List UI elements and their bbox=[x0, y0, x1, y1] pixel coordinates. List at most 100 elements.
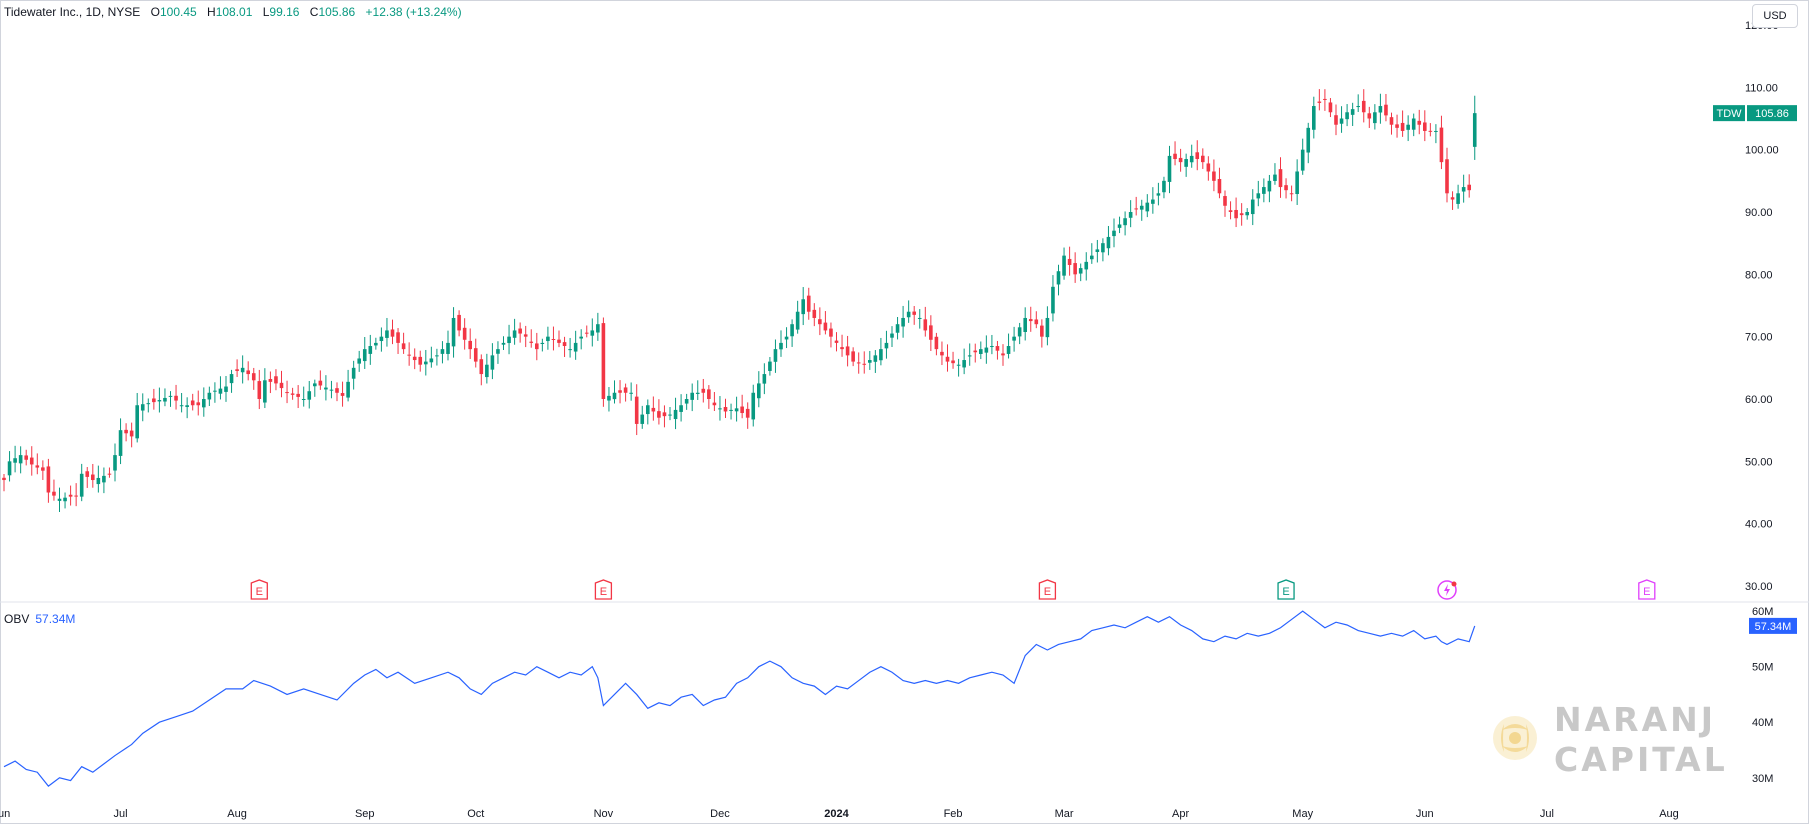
candle-body bbox=[557, 339, 561, 343]
candle bbox=[207, 386, 212, 407]
candle-body bbox=[1389, 117, 1394, 125]
candle bbox=[1472, 95, 1477, 160]
candle-body bbox=[1134, 208, 1138, 210]
dividend-icon-bolt bbox=[1444, 584, 1450, 596]
candle-body bbox=[546, 336, 550, 342]
candle-body bbox=[1445, 159, 1449, 194]
candle-body bbox=[912, 311, 916, 315]
candle-body bbox=[146, 403, 151, 405]
dividend-icon bbox=[1437, 580, 1457, 600]
candle-body bbox=[1278, 169, 1283, 188]
candle bbox=[1006, 333, 1011, 359]
candle-body bbox=[1101, 243, 1105, 253]
candle bbox=[634, 384, 639, 436]
candle-body bbox=[179, 405, 184, 407]
candle bbox=[1445, 147, 1449, 203]
watermark: NARANJ CAPITAL bbox=[1490, 700, 1730, 780]
candle bbox=[385, 317, 389, 347]
obv-axis-tick: 60M bbox=[1752, 606, 1773, 618]
candle-body bbox=[468, 340, 472, 350]
candle bbox=[279, 370, 284, 398]
currency-button[interactable]: USD bbox=[1752, 4, 1798, 28]
candle bbox=[995, 340, 1000, 360]
candle-body bbox=[1189, 155, 1194, 163]
candle bbox=[1162, 176, 1166, 199]
candle-body bbox=[129, 430, 134, 437]
candle bbox=[1406, 115, 1410, 142]
candle bbox=[934, 332, 939, 356]
candle-body bbox=[279, 382, 284, 389]
candle bbox=[401, 332, 406, 354]
candle bbox=[801, 287, 805, 326]
candle-body bbox=[535, 343, 539, 350]
candle bbox=[473, 338, 478, 368]
high-label: H bbox=[207, 5, 216, 19]
candle bbox=[24, 449, 28, 466]
candle-body bbox=[396, 332, 400, 343]
candle-body bbox=[584, 332, 589, 334]
candle-body bbox=[1217, 178, 1222, 194]
candle-body bbox=[379, 336, 384, 342]
earnings-icon-shape bbox=[1638, 579, 1656, 600]
candle-body bbox=[1173, 153, 1177, 160]
candle bbox=[424, 349, 428, 376]
candle bbox=[657, 399, 661, 425]
candle-body bbox=[662, 412, 667, 417]
watermark-line2: CAPITAL bbox=[1554, 740, 1728, 779]
symbol-name[interactable]: Tidewater Inc., 1D, NYSE bbox=[4, 5, 141, 19]
candle-body bbox=[834, 340, 839, 343]
candle bbox=[651, 396, 656, 421]
candle bbox=[701, 378, 706, 403]
candle-body bbox=[1295, 171, 1299, 195]
candle bbox=[174, 384, 178, 410]
candle-body bbox=[1228, 210, 1233, 212]
candle-body bbox=[1045, 317, 1050, 338]
candle bbox=[895, 316, 900, 340]
candle-body bbox=[862, 363, 867, 365]
candle bbox=[124, 423, 128, 442]
candle-body bbox=[856, 362, 861, 364]
candle bbox=[518, 322, 522, 343]
candle-body bbox=[46, 466, 51, 493]
candle bbox=[374, 337, 378, 350]
candle bbox=[1417, 109, 1422, 135]
candle bbox=[1073, 252, 1077, 283]
candle bbox=[707, 385, 711, 409]
obv-axis-tick: 30M bbox=[1752, 773, 1773, 785]
candle-body bbox=[229, 374, 234, 384]
earnings-icon: E bbox=[1277, 579, 1295, 600]
candle bbox=[923, 306, 928, 337]
candle-body bbox=[734, 408, 739, 412]
candle bbox=[318, 370, 323, 390]
candle bbox=[1201, 148, 1205, 169]
obv-label[interactable]: OBV bbox=[4, 612, 30, 626]
candle-body bbox=[1034, 319, 1039, 325]
candle bbox=[368, 334, 373, 365]
candle bbox=[102, 467, 106, 494]
candle bbox=[879, 337, 883, 366]
candle-body bbox=[868, 360, 872, 363]
candle-body bbox=[845, 346, 850, 356]
candle-body bbox=[124, 429, 128, 434]
candle-body bbox=[457, 314, 461, 331]
earnings-icon-glyph: E bbox=[1643, 586, 1650, 598]
candle-body bbox=[979, 349, 983, 354]
obv-value: 57.34M bbox=[35, 612, 76, 626]
time-axis-tick: Oct bbox=[467, 808, 484, 820]
candle-body bbox=[57, 498, 62, 501]
candle-body bbox=[190, 400, 195, 406]
candle-body bbox=[762, 374, 767, 384]
candle-body bbox=[1184, 159, 1188, 167]
candle-body bbox=[1078, 268, 1083, 274]
candle bbox=[1017, 322, 1022, 345]
candle bbox=[851, 347, 855, 367]
candle bbox=[1356, 94, 1360, 112]
candle-body bbox=[967, 355, 972, 357]
candle-body bbox=[435, 355, 439, 357]
candle-body bbox=[801, 299, 805, 315]
candle bbox=[190, 393, 195, 411]
time-axis-tick: un bbox=[0, 808, 10, 820]
obv-tag-bg bbox=[1749, 617, 1797, 634]
candle-body bbox=[29, 457, 34, 465]
